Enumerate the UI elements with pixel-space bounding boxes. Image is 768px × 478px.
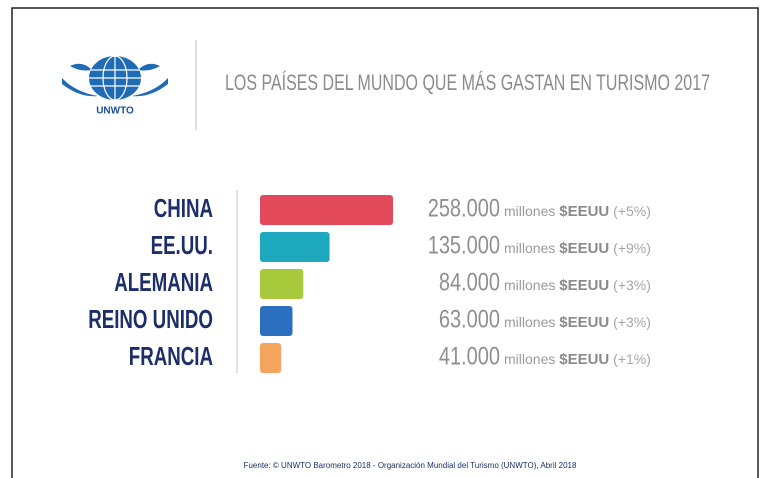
category-label: ALEMANIA <box>114 267 213 297</box>
category-label: EE.UU. <box>151 230 213 260</box>
value-suffix: millones $EEUU (+9%) <box>504 240 651 257</box>
bar <box>260 232 330 262</box>
value-label: 41.000 <box>439 343 500 371</box>
logo-text: UNWTO <box>96 106 134 117</box>
value-label: 135.000 <box>428 232 500 260</box>
chart-title: LOS PAÍSES DEL MUNDO QUE MÁS GASTAN EN T… <box>225 70 710 95</box>
bar <box>260 306 293 336</box>
bar <box>260 269 304 299</box>
currency: $EEUU <box>559 203 609 220</box>
value-label: 63.000 <box>439 306 500 334</box>
value-label: 258.000 <box>428 195 500 223</box>
bar <box>260 195 393 225</box>
currency: $EEUU <box>559 277 609 294</box>
value-suffix: millones $EEUU (+3%) <box>504 277 651 294</box>
currency: $EEUU <box>559 314 609 331</box>
currency: $EEUU <box>559 351 609 368</box>
change-label: (+3%) <box>613 277 651 293</box>
change-label: (+9%) <box>613 240 651 256</box>
unit: millones <box>504 314 555 330</box>
bar <box>260 343 282 373</box>
unit: millones <box>504 240 555 256</box>
value-suffix: millones $EEUU (+1%) <box>504 351 651 368</box>
logo: UNWTO <box>62 55 168 117</box>
unit: millones <box>504 351 555 367</box>
category-label: REINO UNIDO <box>88 304 213 334</box>
change-label: (+3%) <box>613 314 651 330</box>
value-suffix: millones $EEUU (+3%) <box>504 314 651 331</box>
change-label: (+5%) <box>613 203 651 219</box>
currency: $EEUU <box>559 240 609 257</box>
value-suffix: millones $EEUU (+5%) <box>504 203 651 220</box>
value-label: 84.000 <box>439 269 500 297</box>
change-label: (+1%) <box>613 351 651 367</box>
source: Fuente: © UNWTO Barometro 2018 - Organiz… <box>244 461 577 470</box>
frame <box>11 7 759 478</box>
category-label: FRANCIA <box>129 341 213 371</box>
category-label: CHINA <box>154 193 213 223</box>
unit: millones <box>504 203 555 219</box>
unit: millones <box>504 277 555 293</box>
